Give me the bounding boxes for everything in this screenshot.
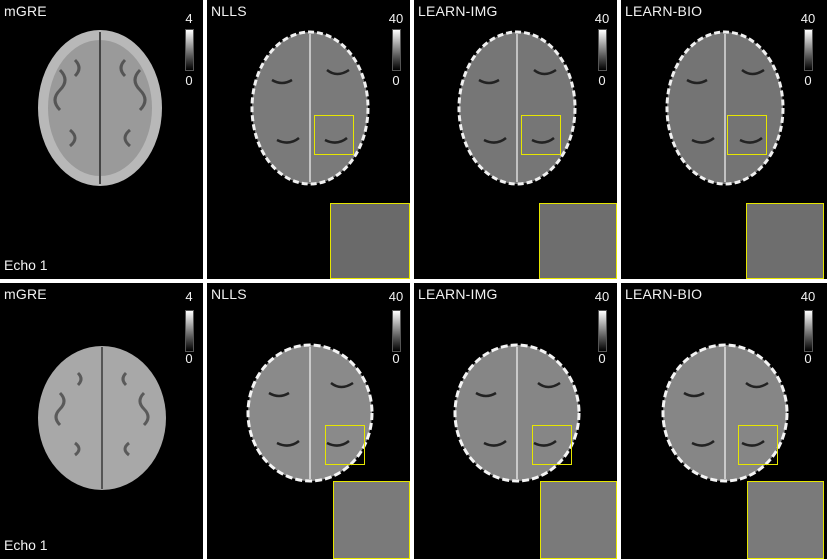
panel-r2-nlls: NLLS 40 0 [207,283,410,559]
colorbar-min: 0 [384,73,408,88]
colorbar-min: 0 [590,73,614,88]
panel-r1-nlls: NLLS 40 0 [207,0,410,279]
colorbar-max: 40 [590,11,614,26]
panel-title: LEARN-BIO [625,3,702,19]
panel-r2-learn-img: LEARN-IMG 40 0 [414,283,617,559]
colorbar [392,29,401,71]
echo-label: Echo 1 [4,257,48,273]
colorbar [804,310,813,352]
colorbar-max: 40 [796,11,820,26]
colorbar-max: 40 [590,289,614,304]
colorbar-min: 0 [384,351,408,366]
brain-mgre-image [0,0,203,279]
panel-title: mGRE [4,3,47,19]
roi-box [727,115,767,155]
panel-title: LEARN-IMG [418,3,498,19]
colorbar-max: 4 [177,11,201,26]
panel-r2-mgre: mGRE 4 0 Echo 1 [0,283,203,559]
zoom-inset [330,203,410,279]
colorbar-min: 0 [177,351,201,366]
zoom-inset [333,481,410,559]
colorbar [392,310,401,352]
colorbar [598,29,607,71]
colorbar [804,29,813,71]
zoom-inset [539,203,617,279]
colorbar [185,310,194,352]
panel-title: LEARN-IMG [418,286,498,302]
zoom-inset [746,203,824,279]
colorbar-min: 0 [796,73,820,88]
panel-r1-learn-bio: LEARN-BIO 40 0 [621,0,827,279]
colorbar-max: 40 [796,289,820,304]
brain-mgre-image [0,283,203,559]
panel-title: LEARN-BIO [625,286,702,302]
roi-box [738,425,778,465]
colorbar [185,29,194,71]
roi-box [532,425,572,465]
panel-r2-learn-bio: LEARN-BIO 40 0 [621,283,827,559]
roi-box [325,425,365,465]
panel-r1-mgre: mGRE 4 0 Echo 1 [0,0,203,279]
roi-box [314,115,354,155]
colorbar [598,310,607,352]
panel-title: NLLS [211,3,247,19]
colorbar-max: 4 [177,289,201,304]
panel-title: mGRE [4,286,47,302]
zoom-inset [747,481,824,559]
colorbar-min: 0 [590,351,614,366]
echo-label: Echo 1 [4,537,48,553]
colorbar-max: 40 [384,11,408,26]
panel-title: NLLS [211,286,247,302]
zoom-inset [540,481,617,559]
colorbar-max: 40 [384,289,408,304]
colorbar-min: 0 [796,351,820,366]
colorbar-min: 0 [177,73,201,88]
roi-box [521,115,561,155]
panel-r1-learn-img: LEARN-IMG 40 0 [414,0,617,279]
